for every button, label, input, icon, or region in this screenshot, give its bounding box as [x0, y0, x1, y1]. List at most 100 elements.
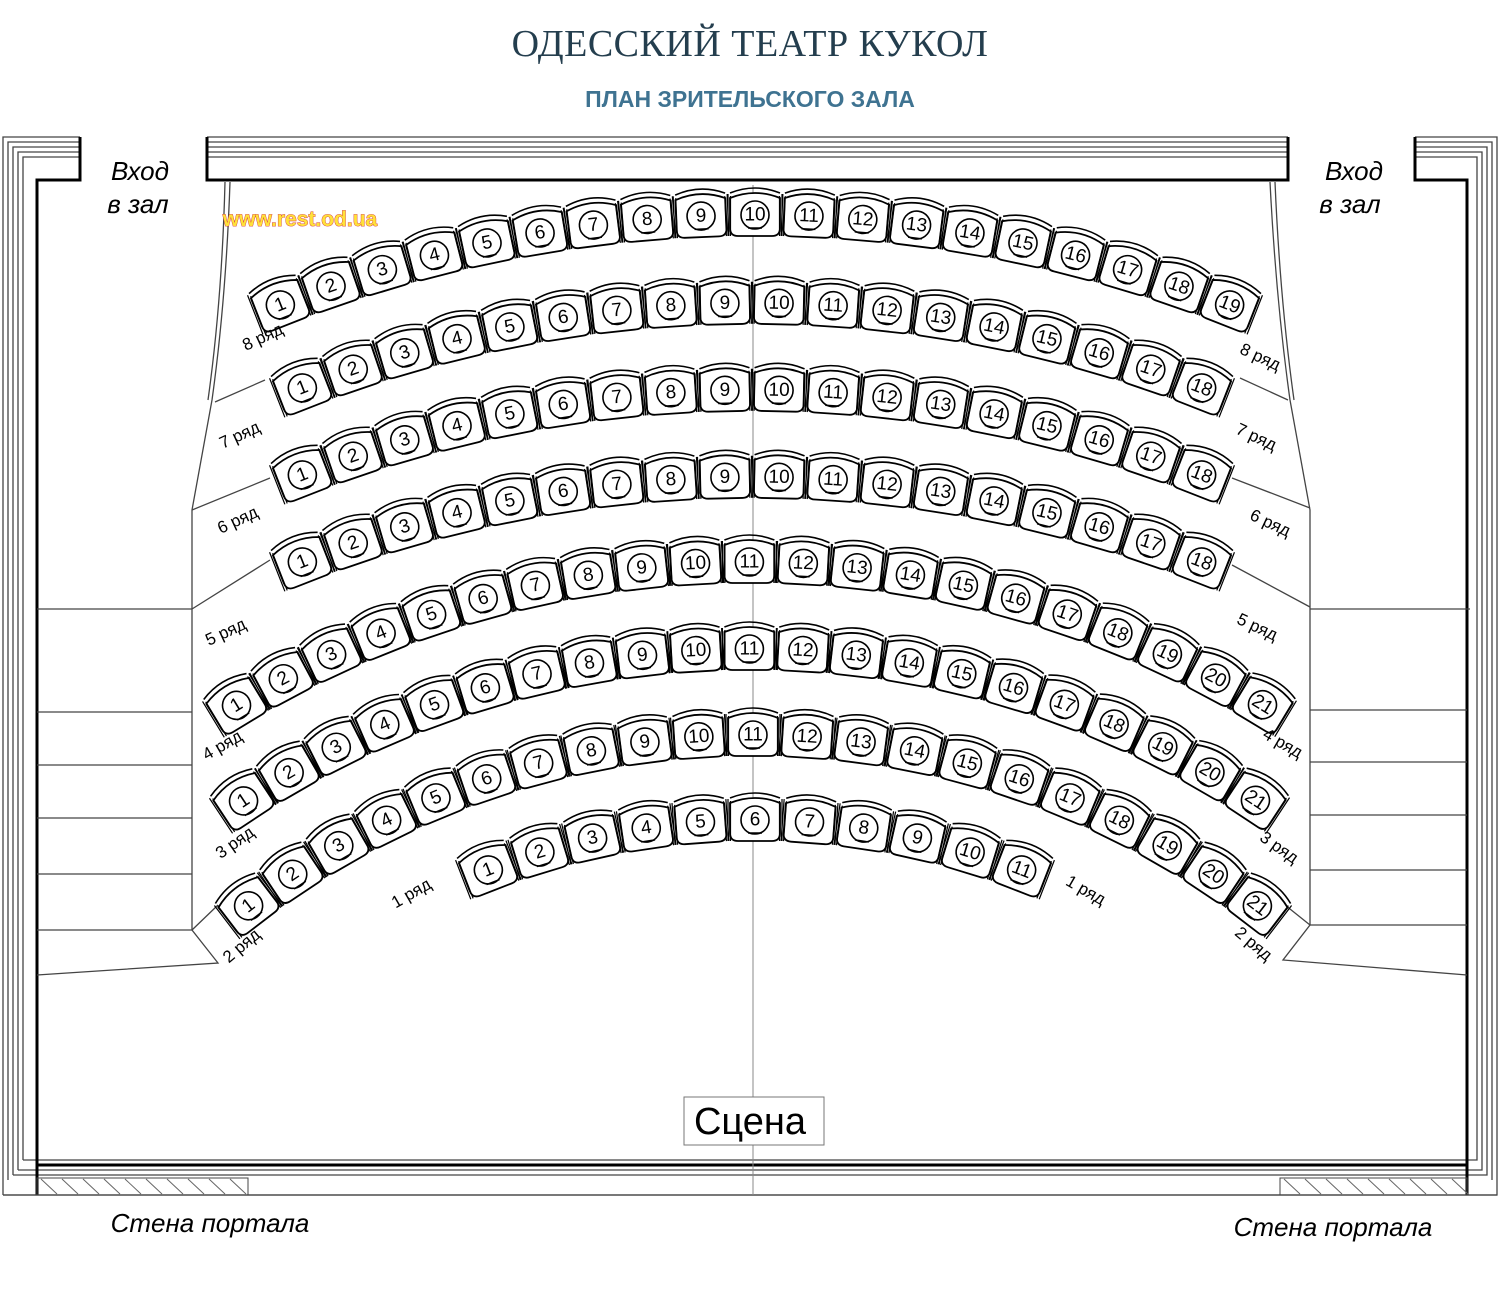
seat-row5-1[interactable]: 1: [267, 527, 336, 592]
seat-row3-14[interactable]: 14: [878, 632, 941, 689]
seat-row6-2[interactable]: 2: [319, 422, 387, 486]
seat-row4-10[interactable]: 10: [666, 535, 725, 587]
seat-row5-6[interactable]: 6: [532, 461, 594, 517]
seat-row4-15[interactable]: 15: [931, 553, 995, 612]
seat-row7-10[interactable]: 10: [751, 275, 808, 326]
seat-row7-9[interactable]: 9: [696, 275, 753, 326]
seat-row7-18[interactable]: 18: [1168, 353, 1237, 418]
seat-row8-12[interactable]: 12: [833, 190, 893, 243]
seat-row1-10[interactable]: 10: [937, 818, 1004, 881]
seat-row3-16[interactable]: 16: [981, 654, 1047, 716]
seat-row3-20[interactable]: 20: [1175, 735, 1247, 805]
seat-row5-15[interactable]: 15: [1015, 480, 1080, 540]
seat-row2-1[interactable]: 1: [211, 868, 284, 940]
seat-row1-1[interactable]: 1: [453, 835, 522, 900]
seat-row3-13[interactable]: 13: [826, 625, 887, 680]
seat-row7-12[interactable]: 12: [857, 281, 917, 335]
seat-row7-3[interactable]: 3: [371, 319, 438, 381]
seat-row8-11[interactable]: 11: [780, 188, 838, 239]
seat-row3-1[interactable]: 1: [206, 764, 279, 834]
seat-row5-10[interactable]: 10: [751, 449, 808, 500]
seat-row5-18[interactable]: 18: [1168, 527, 1237, 592]
seat-row4-20[interactable]: 20: [1181, 642, 1252, 710]
seat-row2-7[interactable]: 7: [506, 730, 571, 791]
seat-row7-16[interactable]: 16: [1066, 319, 1132, 381]
seat-row3-8[interactable]: 8: [558, 632, 621, 689]
seat-row1-9[interactable]: 9: [885, 806, 949, 865]
seat-row2-19[interactable]: 19: [1132, 809, 1204, 878]
seat-row3-4[interactable]: 4: [349, 689, 419, 755]
seat-row4-13[interactable]: 13: [827, 538, 887, 592]
seat-row6-9[interactable]: 9: [696, 362, 753, 413]
seat-row3-12[interactable]: 12: [774, 622, 832, 674]
seat-row8-8[interactable]: 8: [617, 190, 677, 243]
seat-row6-11[interactable]: 11: [804, 364, 863, 416]
seat-row2-17[interactable]: 17: [1036, 763, 1105, 828]
seat-row7-7[interactable]: 7: [587, 281, 647, 335]
seat-row8-15[interactable]: 15: [991, 211, 1055, 270]
seat-row3-2[interactable]: 2: [252, 736, 324, 805]
seat-row2-3[interactable]: 3: [302, 809, 374, 878]
seat-row3-15[interactable]: 15: [930, 641, 995, 701]
seat-row3-3[interactable]: 3: [300, 711, 371, 779]
seat-row4-1[interactable]: 1: [199, 668, 272, 738]
seat-row5-16[interactable]: 16: [1066, 493, 1132, 555]
seat-row4-9[interactable]: 9: [612, 538, 672, 592]
seat-row5-14[interactable]: 14: [962, 469, 1026, 527]
seat-row2-12[interactable]: 12: [778, 708, 837, 760]
seat-row6-15[interactable]: 15: [1015, 393, 1080, 453]
seat-row1-7[interactable]: 7: [780, 793, 839, 846]
seat-row6-5[interactable]: 5: [478, 382, 542, 440]
seat-row2-14[interactable]: 14: [883, 719, 946, 777]
seat-row4-4[interactable]: 4: [346, 598, 415, 663]
seat-row2-2[interactable]: 2: [255, 837, 328, 908]
seat-row2-18[interactable]: 18: [1085, 784, 1156, 852]
seat-row2-20[interactable]: 20: [1178, 837, 1251, 908]
seat-row2-10[interactable]: 10: [669, 708, 728, 760]
seat-row4-14[interactable]: 14: [879, 544, 942, 601]
seat-row6-6[interactable]: 6: [532, 374, 594, 430]
seat-row6-7[interactable]: 7: [587, 368, 647, 422]
seat-row1-8[interactable]: 8: [833, 797, 895, 853]
seat-row4-19[interactable]: 19: [1133, 618, 1203, 685]
seat-row3-7[interactable]: 7: [505, 641, 569, 701]
seat-row8-9[interactable]: 9: [672, 188, 730, 239]
seat-row4-6[interactable]: 6: [450, 565, 516, 627]
seat-row5-3[interactable]: 3: [371, 493, 438, 555]
seat-row6-12[interactable]: 12: [857, 368, 917, 422]
seat-row5-11[interactable]: 11: [804, 451, 863, 503]
seat-row8-19[interactable]: 19: [1196, 270, 1265, 335]
seat-row4-12[interactable]: 12: [774, 535, 833, 587]
seat-row2-9[interactable]: 9: [614, 712, 676, 767]
seat-row2-13[interactable]: 13: [830, 712, 892, 767]
seat-row3-5[interactable]: 5: [400, 670, 468, 734]
seat-row4-16[interactable]: 16: [983, 565, 1049, 626]
seat-row4-8[interactable]: 8: [557, 544, 620, 601]
seat-row7-4[interactable]: 4: [424, 306, 489, 366]
seat-row7-13[interactable]: 13: [910, 287, 972, 343]
seat-row3-9[interactable]: 9: [612, 625, 673, 680]
seat-row3-11[interactable]: 11: [721, 621, 778, 671]
seat-row5-8[interactable]: 8: [641, 451, 700, 503]
seat-row2-16[interactable]: 16: [986, 745, 1054, 808]
seat-row3-18[interactable]: 18: [1080, 689, 1150, 755]
seat-row1-4[interactable]: 4: [615, 797, 677, 853]
seat-row7-14[interactable]: 14: [962, 295, 1026, 353]
seat-row3-21[interactable]: 21: [1220, 763, 1292, 834]
seat-row1-3[interactable]: 3: [560, 806, 625, 865]
seat-row6-18[interactable]: 18: [1168, 440, 1237, 505]
seat-row8-5[interactable]: 5: [455, 211, 519, 270]
seat-row8-6[interactable]: 6: [509, 202, 571, 259]
seat-row8-7[interactable]: 7: [563, 195, 624, 250]
seat-row2-5[interactable]: 5: [401, 763, 470, 828]
seat-row6-1[interactable]: 1: [267, 440, 336, 505]
seat-row8-1[interactable]: 1: [245, 270, 314, 335]
seat-row5-2[interactable]: 2: [319, 509, 387, 573]
seat-row4-18[interactable]: 18: [1084, 598, 1153, 663]
seat-row2-6[interactable]: 6: [452, 745, 520, 808]
seat-row4-5[interactable]: 5: [397, 580, 465, 644]
seat-row7-8[interactable]: 8: [641, 277, 700, 329]
seat-row6-3[interactable]: 3: [371, 406, 438, 468]
seat-row8-10[interactable]: 10: [727, 187, 783, 237]
seat-row6-17[interactable]: 17: [1117, 422, 1185, 486]
